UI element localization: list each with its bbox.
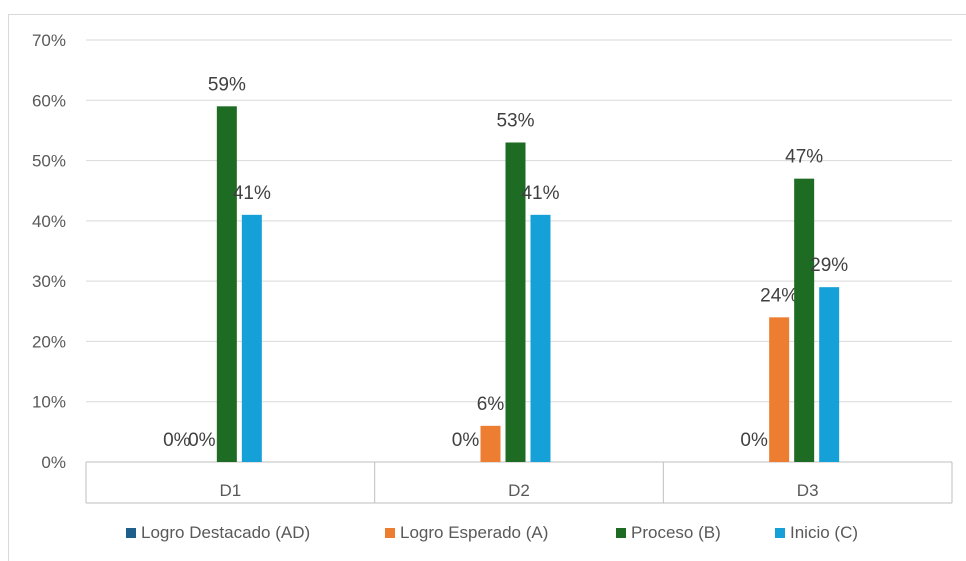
- legend-entry: Logro Esperado (A): [400, 523, 548, 542]
- data-label: 0%: [740, 430, 768, 451]
- legend-swatch: [616, 528, 626, 538]
- data-label: 24%: [760, 285, 798, 306]
- x-category-label: D3: [797, 481, 819, 500]
- chart-frame: [8, 14, 966, 561]
- x-category-label: D2: [508, 481, 530, 500]
- y-tick-label: 10%: [32, 393, 66, 412]
- bar: [505, 142, 526, 462]
- data-label: 29%: [810, 255, 848, 276]
- y-tick-label: 50%: [32, 152, 66, 171]
- data-label: 59%: [208, 74, 246, 95]
- bar: [216, 106, 237, 463]
- legend-entry: Proceso (B): [631, 523, 721, 542]
- legend-entry: Inicio (C): [790, 523, 858, 542]
- bar: [530, 214, 551, 462]
- data-label: 0%: [188, 430, 216, 451]
- legend-swatch: [126, 528, 136, 538]
- data-label: 47%: [785, 147, 823, 168]
- legend-swatch: [775, 528, 785, 538]
- data-label: 6%: [477, 394, 505, 415]
- data-label: 41%: [233, 183, 271, 204]
- x-category-label: D1: [219, 481, 241, 500]
- data-label: 0%: [452, 430, 480, 451]
- y-tick-label: 20%: [32, 332, 66, 351]
- y-tick-label: 40%: [32, 212, 66, 231]
- y-tick-label: 70%: [32, 31, 66, 50]
- data-label: 41%: [521, 183, 559, 204]
- bar: [794, 178, 815, 462]
- legend-entry: Logro Destacado (AD): [141, 523, 310, 542]
- bar: [769, 317, 790, 462]
- y-tick-label: 30%: [32, 272, 66, 291]
- y-tick-label: 0%: [41, 453, 66, 472]
- y-tick-label: 60%: [32, 91, 66, 110]
- data-label: 0%: [163, 430, 191, 451]
- data-label: 53%: [496, 110, 534, 131]
- legend-swatch: [385, 528, 395, 538]
- bar: [480, 425, 501, 462]
- bar: [819, 287, 840, 462]
- bar: [241, 214, 262, 462]
